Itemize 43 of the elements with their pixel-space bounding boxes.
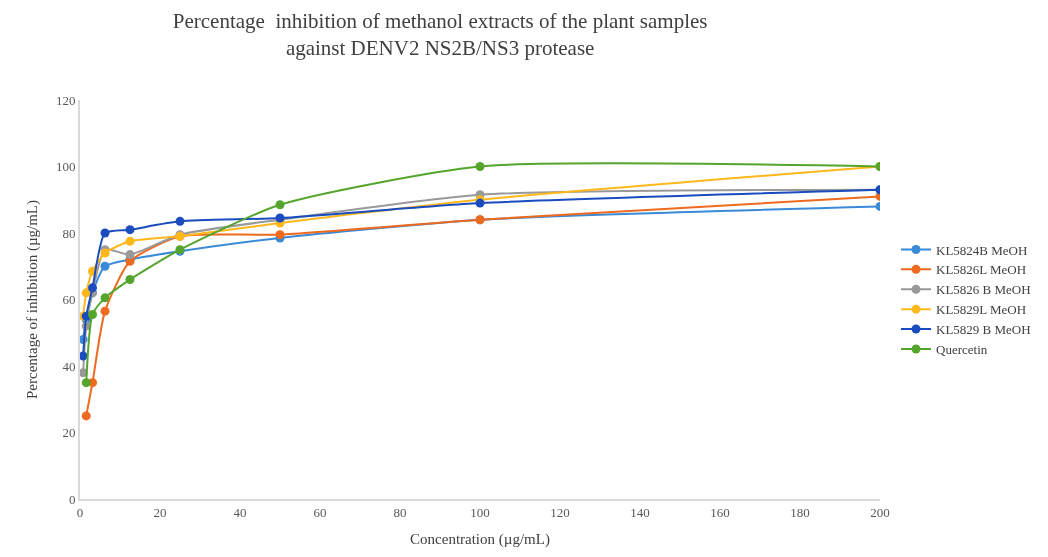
legend-label: KL5824B MeOH <box>936 242 1028 258</box>
y-tick-label: 120 <box>55 92 76 108</box>
legend-label: KL5829L MeOH <box>936 302 1027 318</box>
point <box>125 225 135 235</box>
point <box>475 162 485 171</box>
x-tick-label: 200 <box>870 504 890 520</box>
point <box>125 236 135 246</box>
legend-label: KL5826 B MeOH <box>936 282 1031 298</box>
legend-label: KL5829 B MeOH <box>936 322 1031 338</box>
x-tick-label: 140 <box>630 504 650 520</box>
point <box>100 293 110 303</box>
point <box>125 250 135 260</box>
x-tick-label: 120 <box>550 504 570 520</box>
point <box>175 216 185 226</box>
point <box>81 378 91 388</box>
y-tick-label: 20 <box>62 425 76 441</box>
y-tick-label: 60 <box>62 292 76 308</box>
x-tick-label: 40 <box>233 504 247 520</box>
point <box>81 411 91 421</box>
point <box>100 261 110 271</box>
y-axis-title: Percentage of inhibition (µg/mL) <box>23 199 41 400</box>
x-tick-label: 60 <box>313 504 327 520</box>
point <box>80 351 88 361</box>
x-tick-label: 20 <box>153 504 167 520</box>
x-axis-title: Concentration (µg/mL) <box>410 531 550 549</box>
chart-title: Percentage inhibition of methanol extracts of the plant samples against DENV2 NS2B/NS3 protease <box>172 8 708 61</box>
point <box>88 309 97 319</box>
x-tick-label: 100 <box>470 504 490 520</box>
y-tick-label: 80 <box>62 225 76 241</box>
x-tick-label: 180 <box>790 504 810 520</box>
point <box>88 283 97 293</box>
x-tick-label: 80 <box>393 504 407 520</box>
point <box>125 275 135 285</box>
y-tick-label: 0 <box>68 491 76 507</box>
y-tick-label: 40 <box>62 358 76 374</box>
x-tick-label: 160 <box>710 504 730 520</box>
point <box>100 306 110 316</box>
point <box>81 288 91 298</box>
legend-label: Quercetin <box>936 342 988 358</box>
point <box>100 228 110 238</box>
point <box>275 200 285 210</box>
legend-label: KL5826L MeOH <box>936 262 1027 278</box>
y-tick-label: 100 <box>55 159 76 175</box>
